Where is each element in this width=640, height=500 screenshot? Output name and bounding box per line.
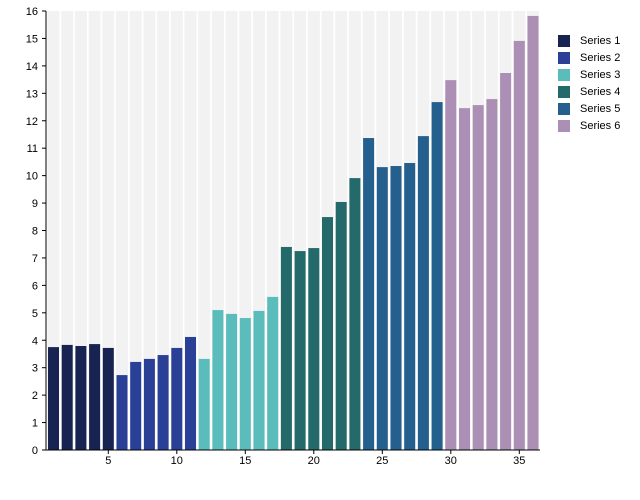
y-tick-label: 8 <box>32 226 38 238</box>
background-stripe <box>47 11 60 450</box>
background-stripe <box>170 11 183 450</box>
y-tick-label: 5 <box>32 308 38 320</box>
bar-series-5 <box>417 136 429 451</box>
legend-swatch <box>558 85 570 98</box>
bar-series-3 <box>253 310 265 450</box>
x-tick-label: 30 <box>445 455 457 467</box>
legend-swatch <box>558 68 570 81</box>
bar-series-4 <box>349 178 361 451</box>
legend-swatch <box>558 51 570 64</box>
legend-label: Series 4 <box>580 85 621 98</box>
y-tick-label: 11 <box>27 143 38 155</box>
bar-series-3 <box>267 296 279 450</box>
bar-series-2 <box>171 347 183 450</box>
bar-series-2 <box>157 355 169 450</box>
x-tick-label: 5 <box>105 455 111 467</box>
y-tick-label: 13 <box>26 88 38 100</box>
bar-series-3 <box>239 318 251 450</box>
y-tick-label: 4 <box>32 335 38 347</box>
legend-label: Series 2 <box>580 51 621 64</box>
background-stripe <box>129 11 142 450</box>
bar-series-2 <box>185 336 196 450</box>
y-tick-label: 14 <box>26 61 38 73</box>
legend-swatch <box>558 102 570 115</box>
legend-item: Series 2 <box>558 49 620 66</box>
bar-series-5 <box>363 138 375 450</box>
legend-label: Series 6 <box>580 119 621 132</box>
background-stripe <box>116 11 128 450</box>
bar-series-4 <box>294 251 306 450</box>
y-tick-label: 12 <box>26 116 38 128</box>
background-stripe <box>143 11 156 450</box>
y-tick-label: 16 <box>26 6 38 18</box>
y-tick-label: 9 <box>32 198 38 210</box>
legend-swatch <box>558 34 570 47</box>
bar-series-1 <box>61 344 73 450</box>
legend-label: Series 3 <box>580 68 621 81</box>
y-tick-label: 3 <box>32 363 38 375</box>
y-tick-label: 7 <box>32 253 38 265</box>
background-stripe <box>61 11 74 450</box>
bar-series-6 <box>445 80 457 450</box>
bar-series-4 <box>308 248 320 450</box>
legend-swatch <box>558 119 570 132</box>
bar-series-2 <box>130 361 142 450</box>
x-tick-label: 15 <box>239 455 251 467</box>
bar-series-5 <box>376 167 388 450</box>
bar-series-4 <box>280 246 292 450</box>
x-tick-label: 25 <box>376 455 388 467</box>
bar-series-2 <box>143 358 155 450</box>
bar-series-6 <box>472 105 484 450</box>
legend-item: Series 6 <box>558 117 620 134</box>
y-tick-label: 6 <box>32 280 38 292</box>
legend-label: Series 1 <box>580 34 621 47</box>
y-tick-label: 10 <box>26 171 38 183</box>
legend-item: Series 5 <box>558 100 620 117</box>
x-tick-label: 10 <box>171 455 183 467</box>
x-tick-label: 20 <box>308 455 320 467</box>
bar-series-3 <box>212 310 224 450</box>
background-stripe <box>88 11 101 450</box>
y-tick-label: 0 <box>32 445 38 457</box>
bar-series-2 <box>116 375 128 450</box>
bar-series-6 <box>500 73 512 450</box>
bar-series-3 <box>198 358 210 450</box>
bar-series-1 <box>102 347 114 450</box>
legend-label: Series 5 <box>580 102 621 115</box>
background-stripe <box>198 11 211 450</box>
legend: Series 1 Series 2 Series 3 Series 4 Series 5… <box>558 32 620 134</box>
y-tick-label: 15 <box>26 33 38 45</box>
background-stripe <box>157 11 170 450</box>
bar-series-5 <box>431 102 443 450</box>
bar-series-6 <box>486 99 498 450</box>
bar-series-6 <box>459 108 470 450</box>
background-stripe <box>74 11 87 450</box>
y-tick-label: 1 <box>32 418 38 430</box>
legend-item: Series 4 <box>558 83 620 100</box>
bar-series-4 <box>322 217 333 450</box>
bar-series-1 <box>48 347 59 450</box>
bar-series-6 <box>513 40 525 451</box>
background-stripe <box>102 11 115 450</box>
bar-series-3 <box>226 313 238 450</box>
bar-series-1 <box>75 346 87 450</box>
bar-series-1 <box>89 344 101 450</box>
bar-series-5 <box>404 163 416 450</box>
bar-series-5 <box>390 166 402 450</box>
legend-item: Series 1 <box>558 32 620 49</box>
y-tick-label: 2 <box>32 390 38 402</box>
bar-series-6 <box>527 15 539 450</box>
bar-series-4 <box>335 201 347 450</box>
x-tick-label: 35 <box>513 455 525 467</box>
legend-item: Series 3 <box>558 66 620 83</box>
